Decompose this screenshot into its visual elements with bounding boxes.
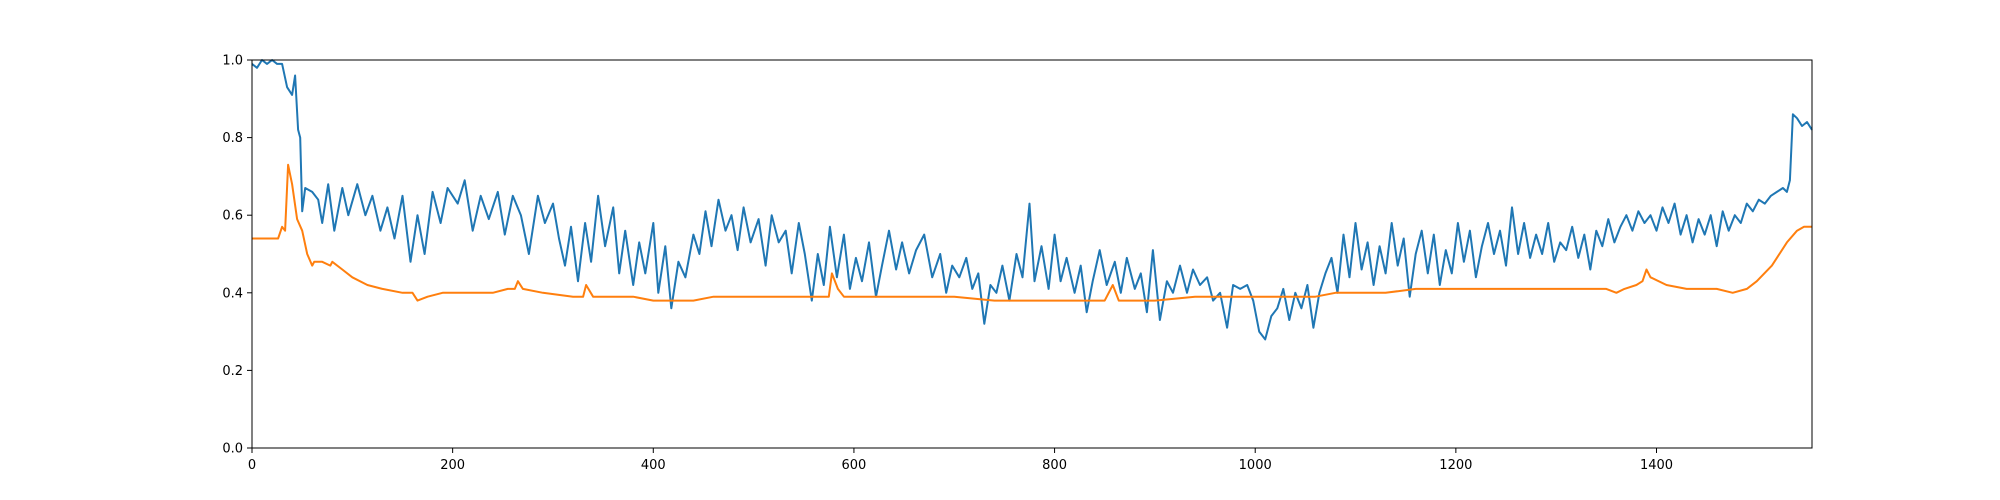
series-line-1 bbox=[251, 59, 1813, 341]
x-tick-label: 200 bbox=[440, 458, 465, 473]
series-layer bbox=[251, 59, 1813, 341]
series-line-2 bbox=[252, 163, 1812, 302]
x-tick-label: 400 bbox=[641, 458, 666, 473]
x-tick-label: 1000 bbox=[1239, 458, 1272, 473]
y-tick-label: 0.8 bbox=[222, 131, 243, 146]
x-tick-label: 1200 bbox=[1439, 458, 1472, 473]
y-tick-label: 0.6 bbox=[222, 209, 243, 224]
y-tick-label: 0.0 bbox=[222, 442, 243, 457]
x-tick-label: 0 bbox=[248, 458, 256, 473]
y-tick-label: 1.0 bbox=[222, 54, 243, 69]
x-tick-label: 1400 bbox=[1640, 458, 1673, 473]
ticks-layer: 0 200 400 600 800 1000 1200 1400 0.0 0.2 0.4 0.6 0.8… bbox=[222, 54, 1673, 474]
plot-frame bbox=[251, 59, 1813, 449]
y-tick-label: 0.4 bbox=[222, 286, 243, 301]
y-tick-label: 0.2 bbox=[222, 364, 243, 379]
x-tick-label: 600 bbox=[842, 458, 867, 473]
x-tick-label: 800 bbox=[1042, 458, 1067, 473]
